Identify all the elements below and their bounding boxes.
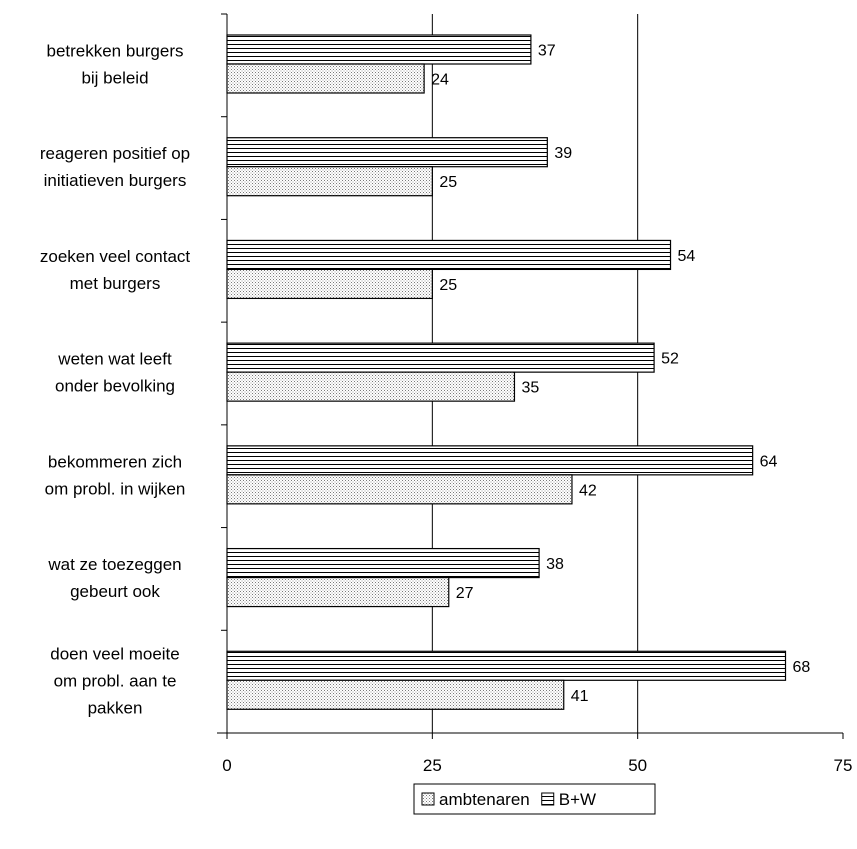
category-label: betrekken burgers — [46, 42, 183, 61]
axes — [217, 13, 844, 739]
legend-swatch-b-w — [541, 792, 555, 806]
legend-label: B+W — [559, 790, 596, 809]
legend: ambtenaren B+W — [413, 783, 656, 815]
bar-ambtenaren-3 — [226, 371, 516, 402]
bar-b-w-2 — [226, 239, 672, 271]
category-label: initiatieven burgers — [44, 171, 187, 190]
data-label: 64 — [760, 453, 778, 470]
category-label: met burgers — [70, 274, 161, 293]
bar-b-w-1 — [226, 137, 548, 168]
data-label: 52 — [661, 351, 679, 368]
data-label: 41 — [571, 688, 589, 705]
bar-b-w-6 — [226, 650, 787, 681]
category-label: om probl. aan te — [54, 671, 177, 690]
x-tick-label: 25 — [423, 756, 442, 775]
legend-label: ambtenaren — [439, 790, 530, 809]
data-label: 37 — [538, 43, 556, 60]
category-label: bij beleid — [81, 69, 148, 88]
category-label: doen veel moeite — [50, 644, 179, 663]
category-label: pakken — [88, 698, 143, 717]
data-label: 25 — [439, 174, 457, 191]
data-label: 27 — [456, 585, 474, 602]
data-label: 39 — [554, 145, 572, 162]
data-label: 42 — [579, 482, 597, 499]
category-label: wat ze toezeggen — [47, 555, 181, 574]
data-label: 54 — [678, 248, 696, 265]
x-tick-label: 75 — [834, 756, 853, 775]
x-tick-label: 0 — [222, 756, 231, 775]
bar-ambtenaren-4 — [226, 474, 573, 505]
bar-ambtenaren-0 — [226, 63, 425, 94]
bar-ambtenaren-2 — [226, 268, 433, 300]
category-label: reageren positief op — [40, 144, 190, 163]
category-label: weten wat leeft — [57, 350, 172, 369]
category-label: om probl. in wijken — [45, 479, 186, 498]
bar-ambtenaren-6 — [226, 679, 565, 710]
legend-box — [413, 783, 656, 815]
legend-swatch-ambtenaren — [421, 792, 435, 806]
bar-ambtenaren-5 — [226, 576, 450, 608]
bar-b-w-4 — [226, 445, 754, 476]
category-label: zoeken veel contact — [40, 247, 191, 266]
data-label: 35 — [521, 380, 539, 397]
bar-ambtenaren-1 — [226, 166, 433, 197]
x-tick-label: 50 — [628, 756, 647, 775]
data-label: 25 — [439, 277, 457, 294]
bar-b-w-0 — [226, 34, 532, 65]
bars — [226, 34, 787, 710]
data-label: 24 — [431, 72, 449, 89]
bar-b-w-5 — [226, 547, 540, 579]
bar-b-w-3 — [226, 342, 655, 373]
category-label: gebeurt ook — [70, 582, 160, 601]
data-label: 38 — [546, 556, 564, 573]
data-label: 68 — [793, 659, 811, 676]
category-label: bekommeren zich — [48, 452, 182, 471]
category-label: onder bevolking — [55, 377, 175, 396]
labels: 37 39 54 52 64 38 68 24 25 25 35 42 27 41 0 25 50 75 betre… — [40, 42, 853, 776]
